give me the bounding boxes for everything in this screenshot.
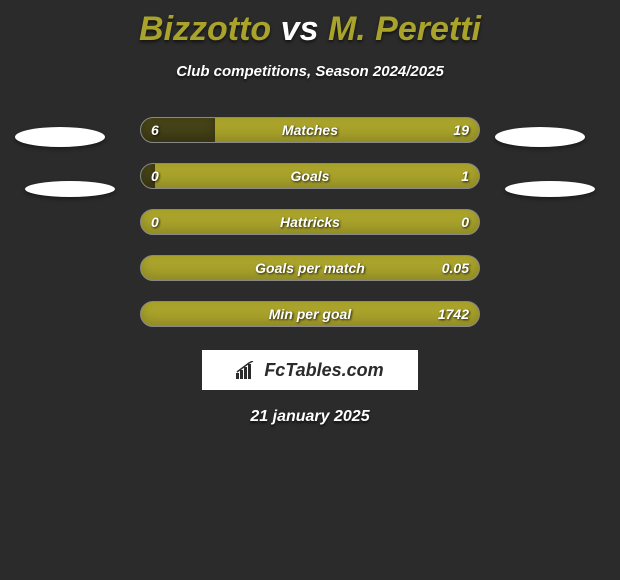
club-right-icon	[495, 127, 585, 147]
stat-bar: 619Matches	[140, 117, 480, 143]
stat-bar: 0 0Hattricks	[140, 209, 480, 235]
date-label: 21 january 2025	[0, 408, 620, 426]
club-left-icon	[15, 127, 105, 147]
player2-name: M. Peretti	[328, 10, 481, 48]
stat-bar: 0.05Goals per match	[140, 255, 480, 281]
brand-text: FcTables.com	[264, 360, 383, 381]
stat-label: Goals	[141, 164, 479, 188]
player1-name: Bizzotto	[139, 10, 271, 48]
stat-value-left: 0	[141, 210, 169, 234]
club-right-icon	[505, 181, 595, 197]
stat-row: 0 0Hattricks	[0, 200, 620, 246]
stat-bar: 0 1Goals	[140, 163, 480, 189]
page-title: Bizzotto vs M. Peretti	[0, 0, 620, 49]
vs-label: vs	[281, 10, 319, 48]
stat-value-right: 0.05	[432, 256, 479, 280]
stat-value-left: 0	[141, 164, 169, 188]
stat-value-left	[141, 302, 161, 326]
stat-value-right: 1	[451, 164, 479, 188]
stat-row: 1742Min per goal	[0, 292, 620, 338]
comparison-card: Bizzotto vs M. Peretti Club competitions…	[0, 0, 620, 580]
stat-value-left: 6	[141, 118, 169, 142]
club-left-icon	[25, 181, 115, 197]
stat-row: 0.05Goals per match	[0, 246, 620, 292]
stat-label: Hattricks	[141, 210, 479, 234]
subtitle: Club competitions, Season 2024/2025	[0, 63, 620, 80]
stat-value-right: 19	[443, 118, 479, 142]
stat-label: Goals per match	[141, 256, 479, 280]
stat-value-left	[141, 256, 161, 280]
stat-value-right: 0	[451, 210, 479, 234]
stat-bar: 1742Min per goal	[140, 301, 480, 327]
brand-badge: FcTables.com	[202, 350, 418, 390]
chart-icon	[236, 361, 258, 379]
stat-value-right: 1742	[428, 302, 479, 326]
